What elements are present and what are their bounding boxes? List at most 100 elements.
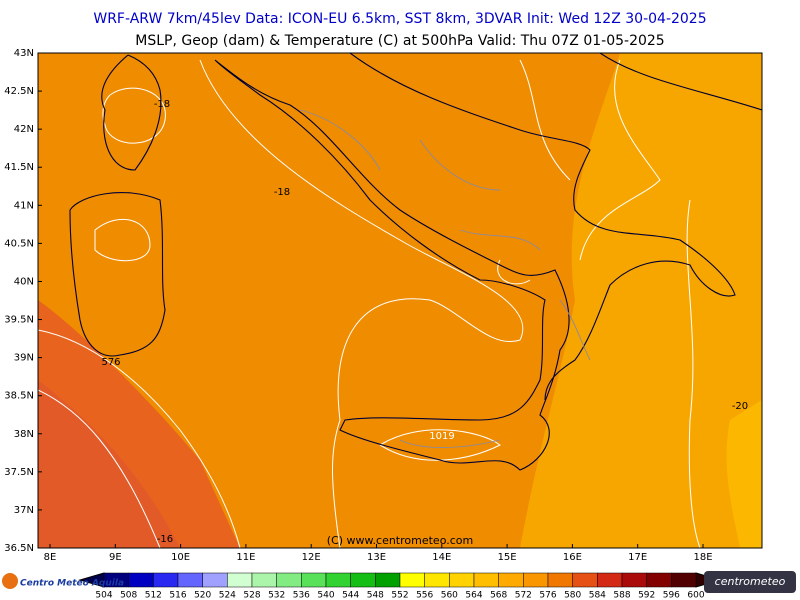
colorbar-label: 600 (687, 591, 704, 600)
coastline (214, 59, 570, 471)
colorbar-box (350, 572, 376, 588)
colorbar-label: 572 (515, 591, 532, 600)
logo-text: centrometeo (715, 575, 786, 588)
lon-label: 10E (171, 552, 190, 563)
logo-text: Centro Meteo Aquila (20, 579, 124, 589)
lat-label: 41N (14, 200, 34, 211)
colorbar-label: 516 (169, 591, 186, 600)
colorbar-box (251, 572, 277, 588)
colorbar-box (523, 572, 549, 588)
colorbar: 504 508 512 516 520 524 528 532 536 540 544 548 552 5… (78, 572, 722, 600)
colorbar-box (128, 572, 154, 588)
contour (379, 429, 501, 461)
lat-label: 38N (14, 429, 34, 440)
colorbar-label: 540 (317, 591, 334, 600)
lat-label: 43N (14, 48, 34, 59)
lat-label: 39.5N (4, 315, 34, 326)
colorbar-label: 576 (539, 591, 556, 600)
colorbar-box (597, 572, 623, 588)
logo-left: Centro Meteo Aquila (2, 573, 124, 589)
colorbar-box (301, 572, 327, 588)
colorbar-label: 596 (663, 591, 680, 600)
colorbar-box (202, 572, 228, 588)
contour-label: -20 (732, 401, 748, 412)
colorbar-label: 520 (194, 591, 211, 600)
coastline (349, 53, 736, 401)
colorbar-box (646, 572, 672, 588)
colorbar-label: 508 (120, 591, 137, 600)
contour (199, 59, 524, 548)
colorbar-box (153, 572, 179, 588)
logo-icon (2, 573, 18, 589)
colorbar-label: 568 (490, 591, 507, 600)
contour-label: 576 (101, 357, 120, 368)
colorbar-box (375, 572, 401, 588)
lat-label: 41.5N (4, 162, 34, 173)
colorbar-box (399, 572, 425, 588)
lon-label: 11E (236, 552, 255, 563)
region-border (299, 109, 591, 448)
lon-label: 14E (432, 552, 451, 563)
colorbar-box (325, 572, 351, 588)
colorbar-box (621, 572, 647, 588)
field-cool (520, 53, 762, 548)
colorbar-label: 580 (564, 591, 581, 600)
colorbar-label: 556 (416, 591, 433, 600)
contour (497, 259, 531, 285)
contour-label: -16 (157, 534, 173, 545)
contour (38, 389, 161, 548)
lat-label: 40.5N (4, 238, 34, 249)
colorbar-label: 536 (293, 591, 310, 600)
lat-label: 37N (14, 505, 34, 516)
colorbar-label: 544 (342, 591, 359, 600)
map: -18 -18 576 -20 1019 -16 (C) www.centrom… (38, 53, 762, 548)
colorbar-box (177, 572, 203, 588)
colorbar-box (572, 572, 598, 588)
coastline (101, 54, 162, 171)
contour (686, 199, 701, 548)
colorbar-label: 552 (391, 591, 408, 600)
logo-box (704, 571, 796, 593)
lat-label: 38.5N (4, 391, 34, 402)
lat-label: 42.5N (4, 86, 34, 97)
lon-label: 12E (302, 552, 321, 563)
contour-label: -18 (154, 99, 170, 110)
colorbar-box (671, 572, 697, 588)
colorbar-label: 548 (367, 591, 384, 600)
lat-label: 37.5N (4, 467, 34, 478)
lon-label: 8E (44, 552, 57, 563)
colorbar-box (473, 572, 499, 588)
colorbar-label: 584 (589, 591, 606, 600)
colorbar-label: 524 (219, 591, 236, 600)
contour (579, 59, 661, 261)
axes: 43N 42.5N 42N 41.5N 41N 40.5N 40N 39.5N 39N 38.5N… (4, 48, 712, 563)
lon-label: 18E (693, 552, 712, 563)
lon-label: 16E (563, 552, 582, 563)
subtitle: MSLP, Geop (dam) & Temperature (C) at 50… (135, 33, 664, 49)
colorbar-box (449, 572, 475, 588)
contour-label: 1019 (429, 431, 454, 442)
lon-label: 15E (498, 552, 517, 563)
colorbar-box (276, 572, 302, 588)
lon-label: 17E (628, 552, 647, 563)
colorbar-label: 504 (95, 591, 112, 600)
logo-right: centrometeo (704, 571, 796, 593)
field-warm2 (38, 380, 180, 548)
colorbar-box (547, 572, 573, 588)
colorbar-label: 532 (268, 591, 285, 600)
colorbar-box (424, 572, 450, 588)
lat-label: 39N (14, 353, 34, 364)
colorbar-box (227, 572, 253, 588)
title: WRF-ARW 7km/45lev Data: ICON-EU 6.5km, S… (93, 11, 706, 27)
contour (38, 329, 241, 548)
contour-label: -18 (274, 187, 290, 198)
field-cool2 (726, 400, 762, 548)
copyright: (C) www.centrometeo.com (327, 534, 473, 547)
contour (102, 87, 166, 144)
lat-label: 40N (14, 276, 34, 287)
lat-label: 42N (14, 124, 34, 135)
colorbar-label: 592 (638, 591, 655, 600)
coastline (69, 192, 166, 357)
colorbar-box (498, 572, 524, 588)
